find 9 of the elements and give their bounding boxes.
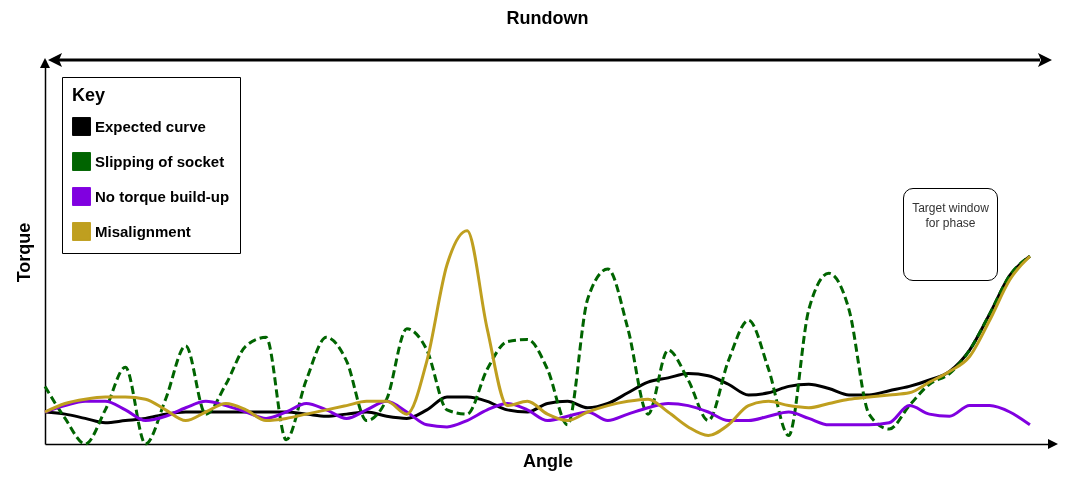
callout-box: Target window for phase (903, 188, 998, 281)
x-axis-title: Angle (522, 450, 574, 471)
legend-label: Expected curve (95, 117, 206, 135)
legend-label: Misalignment (95, 222, 191, 240)
chart-title: Rundown (506, 8, 589, 28)
legend-label: Slipping of socket (95, 152, 225, 170)
legend-title: Key (72, 85, 106, 105)
legend-label: No torque build-up (95, 187, 230, 205)
y-axis-title: Torque (13, 222, 34, 283)
